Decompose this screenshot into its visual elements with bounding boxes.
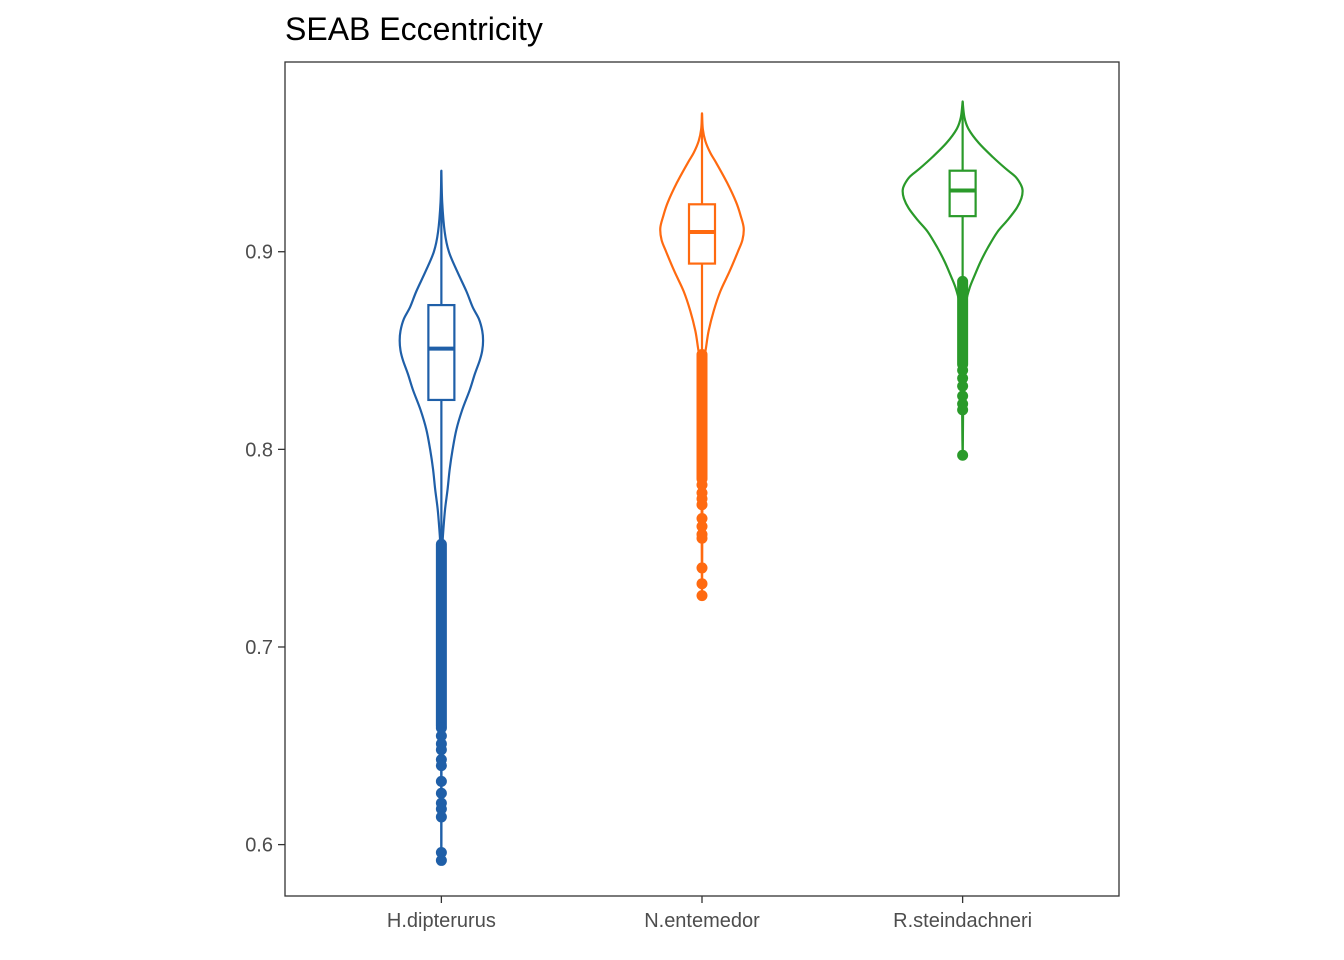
x-tick-label: H.dipterurus bbox=[387, 910, 496, 932]
x-tick-label: N.entemedor bbox=[644, 910, 760, 932]
outlier-point bbox=[957, 404, 969, 416]
outlier-point bbox=[957, 380, 969, 392]
outlier-point bbox=[696, 562, 708, 574]
violin-group bbox=[398, 169, 485, 866]
iqr-box bbox=[427, 303, 456, 402]
outlier-point bbox=[696, 578, 708, 590]
outlier-point bbox=[435, 760, 447, 772]
outlier-point bbox=[696, 590, 708, 602]
outlier-point bbox=[957, 449, 969, 461]
y-tick-label: 0.8 bbox=[245, 439, 273, 461]
outlier-point bbox=[957, 372, 969, 384]
y-tick-label: 0.6 bbox=[245, 835, 273, 857]
outlier-point bbox=[435, 811, 447, 823]
x-tick-label: R.steindachneri bbox=[893, 910, 1032, 932]
outlier-point bbox=[696, 479, 708, 491]
y-tick-label: 0.7 bbox=[245, 637, 273, 659]
outlier-point bbox=[435, 787, 447, 799]
y-axis: 0.6 0.7 0.8 0.9 bbox=[245, 242, 285, 857]
outlier-point bbox=[696, 513, 708, 525]
iqr-box bbox=[948, 169, 977, 218]
outlier-point bbox=[435, 730, 447, 742]
outlier-point bbox=[957, 390, 969, 402]
violin-group bbox=[659, 112, 745, 602]
y-tick-label: 0.9 bbox=[245, 242, 273, 264]
outlier-point bbox=[435, 847, 447, 859]
chart-title: SEAB Eccentricity bbox=[285, 11, 543, 47]
violin-group bbox=[901, 100, 1024, 461]
outlier-point bbox=[696, 499, 708, 511]
outlier-point bbox=[435, 775, 447, 787]
outlier-point bbox=[435, 803, 447, 815]
x-axis: H.dipterurus N.entemedor R.steindachneri bbox=[387, 896, 1032, 932]
outlier-point bbox=[957, 364, 969, 376]
outlier-point bbox=[435, 744, 447, 756]
outlier-point bbox=[696, 532, 708, 544]
outlier-point bbox=[435, 854, 447, 866]
violins-layer bbox=[398, 100, 1024, 866]
outlier-point bbox=[696, 520, 708, 532]
outlier-point bbox=[435, 722, 447, 734]
